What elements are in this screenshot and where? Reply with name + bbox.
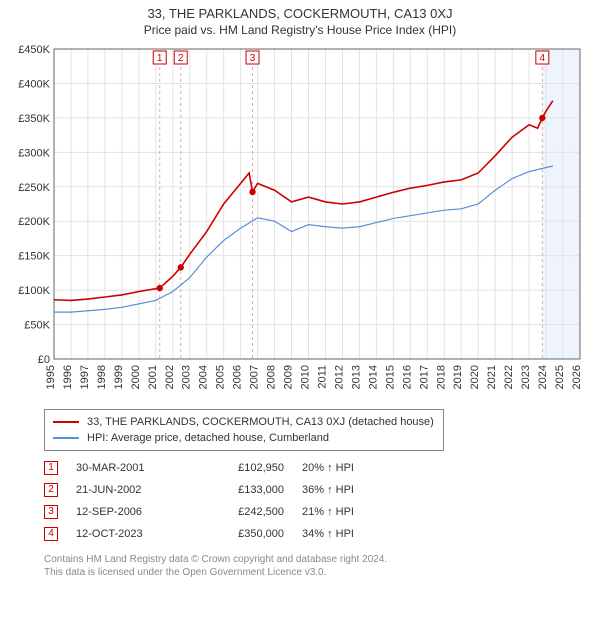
y-tick-label: £200K [18,216,50,228]
x-tick-label: 2005 [215,365,227,389]
y-tick-label: £450K [18,44,50,56]
x-tick-label: 2002 [164,365,176,389]
x-tick-label: 2024 [537,365,549,389]
footer-line-1: Contains HM Land Registry data © Crown c… [44,553,590,566]
x-tick-label: 1997 [79,365,91,389]
legend-row: HPI: Average price, detached house, Cumb… [53,430,435,446]
x-tick-label: 2015 [384,365,396,389]
tx-pct: 20% ↑ HPI [302,462,402,474]
y-tick-label: £150K [18,251,50,263]
transaction-table: 1 30-MAR-2001 £102,950 20% ↑ HPI 2 21-JUN-200… [44,457,590,545]
tx-price: £242,500 [204,506,284,518]
x-tick-label: 2010 [300,365,312,389]
x-tick-label: 2026 [571,365,583,389]
tx-price: £102,950 [204,462,284,474]
tx-date: 21-JUN-2002 [76,484,186,496]
tx-marker-num: 4 [540,53,546,64]
tx-row: 2 21-JUN-2002 £133,000 36% ↑ HPI [44,479,590,501]
tx-date: 12-SEP-2006 [76,506,186,518]
tx-marker-num: 1 [157,53,163,64]
tx-date: 30-MAR-2001 [76,462,186,474]
tx-pct: 34% ↑ HPI [302,528,402,540]
chart-svg: £0 £50K £100K £150K £200K £250K £300K £350K £400… [10,41,590,401]
tx-row: 4 12-OCT-2023 £350,000 34% ↑ HPI [44,523,590,545]
x-tick-label: 1998 [96,365,108,389]
x-tick-label: 2014 [367,365,379,389]
tx-pct: 36% ↑ HPI [302,484,402,496]
x-tick-label: 2019 [452,365,464,389]
y-tick-label: £350K [18,113,50,125]
tx-row: 1 30-MAR-2001 £102,950 20% ↑ HPI [44,457,590,479]
y-tick-label: £400K [18,78,50,90]
x-tick-label: 2007 [249,365,261,389]
tx-num-box: 2 [44,483,58,497]
x-tick-label: 2004 [198,365,210,389]
x-tick-label: 2000 [130,365,142,389]
x-tick-label: 1996 [62,365,74,389]
tx-marker [178,264,184,270]
y-tick-label: £250K [18,182,50,194]
x-tick-label: 2009 [283,365,295,389]
x-tick-label: 2022 [503,365,515,389]
chart-subtitle: Price paid vs. HM Land Registry's House … [0,23,600,37]
x-tick-label: 2008 [266,365,278,389]
x-tick-label: 2016 [401,365,413,389]
tx-marker [157,285,163,291]
tx-num-box: 1 [44,461,58,475]
legend-row: 33, THE PARKLANDS, COCKERMOUTH, CA13 0XJ… [53,414,435,430]
tx-date: 12-OCT-2023 [76,528,186,540]
legend-swatch [53,421,79,423]
tx-marker [539,115,545,121]
y-tick-label: £300K [18,147,50,159]
x-tick-label: 2006 [232,365,244,389]
x-tick-label: 2018 [435,365,447,389]
tx-row: 3 12-SEP-2006 £242,500 21% ↑ HPI [44,501,590,523]
legend-swatch [53,437,79,439]
tx-num-box: 3 [44,505,58,519]
tx-marker-num: 2 [178,53,184,64]
tx-marker [249,189,255,195]
x-tick-label: 1999 [113,365,125,389]
x-tick-label: 2001 [147,365,159,389]
x-tick-label: 2021 [486,365,498,389]
x-tick-label: 1995 [45,365,57,389]
x-tick-label: 2013 [350,365,362,389]
x-tick-label: 2020 [469,365,481,389]
footer: Contains HM Land Registry data © Crown c… [44,553,590,579]
x-tick-label: 2003 [181,365,193,389]
legend-label: 33, THE PARKLANDS, COCKERMOUTH, CA13 0XJ… [87,416,434,428]
chart: £0 £50K £100K £150K £200K £250K £300K £350K £400… [10,41,590,401]
x-tick-label: 2017 [418,365,430,389]
tx-price: £133,000 [204,484,284,496]
y-tick-label: £0 [38,354,50,366]
y-tick-label: £100K [18,285,50,297]
x-tick-label: 2012 [333,365,345,389]
tx-marker-num: 3 [250,53,256,64]
tx-pct: 21% ↑ HPI [302,506,402,518]
y-tick-label: £50K [24,320,50,332]
legend: 33, THE PARKLANDS, COCKERMOUTH, CA13 0XJ… [44,409,444,451]
footer-line-2: This data is licensed under the Open Gov… [44,566,590,579]
tx-price: £350,000 [204,528,284,540]
x-tick-label: 2023 [520,365,532,389]
x-tick-label: 2011 [316,365,328,389]
x-tick-label: 2025 [554,365,566,389]
chart-title: 33, THE PARKLANDS, COCKERMOUTH, CA13 0XJ [0,6,600,21]
tx-num-box: 4 [44,527,58,541]
legend-label: HPI: Average price, detached house, Cumb… [87,432,329,444]
